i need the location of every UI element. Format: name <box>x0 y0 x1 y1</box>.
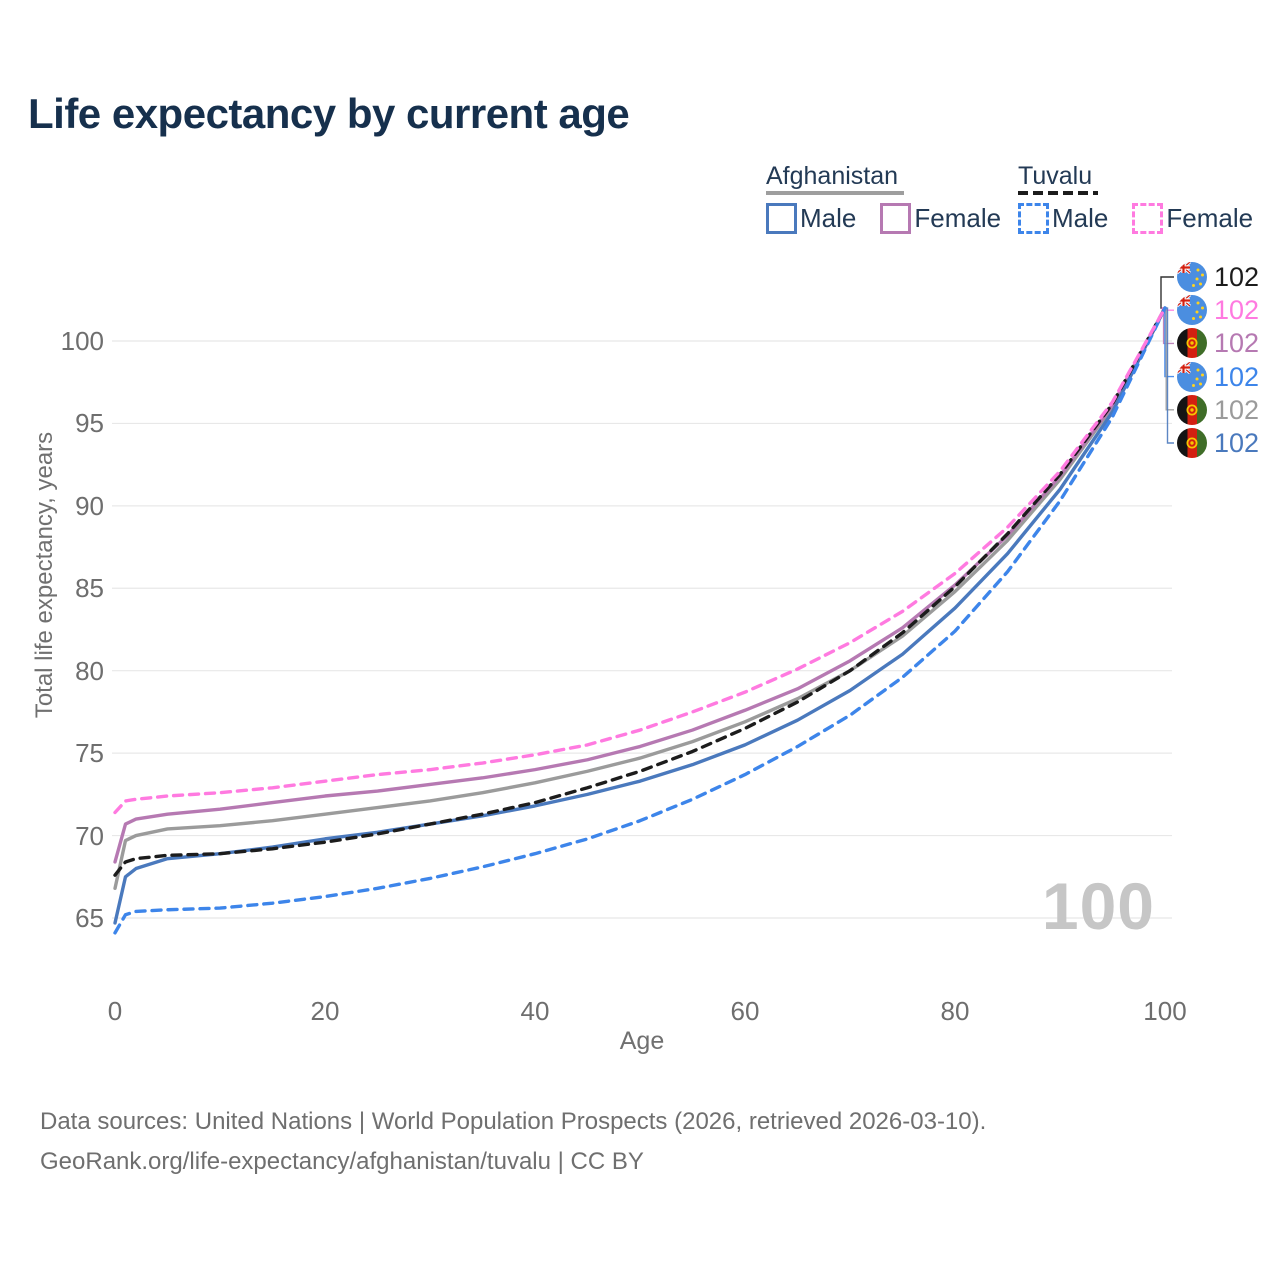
attribution-url-text: GeoRank.org/life-expectancy/afghanistan/… <box>40 1148 644 1175</box>
end-label-value: 102 <box>1214 295 1260 326</box>
legend-item-afghanistan-male[interactable]: Male <box>766 203 856 234</box>
afghanistan-flag-icon <box>1177 394 1207 425</box>
series-line-tuvalu-both-sexes <box>113 306 1167 877</box>
tuvalu-flag-icon <box>1177 361 1207 392</box>
tuvalu-male-swatch-icon <box>1018 203 1049 234</box>
legend-item-label: Male <box>1052 203 1109 233</box>
x-axis-title: Age <box>619 1027 665 1055</box>
age-frame-watermark: 100 <box>1041 869 1155 943</box>
legend-underline-afghanistan <box>766 191 904 195</box>
series-line-tuvalu-female <box>113 306 1167 815</box>
legend-item-tuvalu-female[interactable]: Female <box>1132 203 1253 234</box>
series-line-tuvalu-male <box>113 306 1167 935</box>
end-label-value: 102 <box>1214 428 1260 458</box>
afghanistan-flag-icon <box>1177 328 1207 359</box>
end-label-row: 102 <box>1177 428 1259 458</box>
y-tick-label-85: 85 <box>75 573 104 604</box>
x-tick-label-60: 60 <box>730 996 760 1026</box>
data-sources-text: Data sources: United Nations | World Pop… <box>40 1108 987 1135</box>
x-tick-label-40: 40 <box>520 996 550 1026</box>
legend-item-label: Male <box>800 203 857 233</box>
afghanistan-flag-icon <box>1177 428 1207 458</box>
x-tick-label-20: 20 <box>310 996 340 1026</box>
y-tick-label-95: 95 <box>75 408 104 439</box>
y-tick-label-75: 75 <box>75 738 104 769</box>
line-chart-canvas <box>112 276 1174 935</box>
end-label-row: 102 <box>1177 262 1259 292</box>
end-label-row: 102 <box>1177 328 1260 359</box>
legend-item-label: Female <box>1166 203 1254 233</box>
page-title: Life expectancy by current age <box>28 90 630 137</box>
end-label-row: 102 <box>1177 295 1260 326</box>
y-tick-label-65: 65 <box>75 903 104 933</box>
y-tick-label-70: 70 <box>75 820 104 851</box>
tuvalu-flag-icon <box>1177 262 1207 292</box>
legend-group-tuvalu[interactable]: Tuvalu <box>1018 162 1093 190</box>
series-line-afghanistan-male <box>113 306 1167 925</box>
end-label-value: 102 <box>1214 262 1260 292</box>
legend-group-afghanistan[interactable]: Afghanistan <box>766 162 899 190</box>
end-label-row: 102 <box>1177 361 1260 392</box>
end-label-value: 102 <box>1214 394 1260 425</box>
end-label-row: 102 <box>1177 394 1260 425</box>
tuvalu-flag-icon <box>1177 295 1207 326</box>
tuvalu-female-swatch-icon <box>1132 203 1164 234</box>
legend-item-label: Female <box>914 203 1002 233</box>
end-label-leader-line <box>1165 307 1174 411</box>
y-tick-label-100: 100 <box>60 325 104 356</box>
end-label-value: 102 <box>1214 361 1260 392</box>
legend-underline-tuvalu <box>1018 191 1098 195</box>
legend-item-afghanistan-female[interactable]: Female <box>880 203 1001 234</box>
legend-row-afghanistan: Male Female <box>766 203 1001 234</box>
series-line-afghanistan-both-sexes <box>113 306 1167 891</box>
legend-row-tuvalu: Male Female <box>1018 203 1253 234</box>
x-tick-label-100: 100 <box>1143 996 1187 1026</box>
x-tick-label-80: 80 <box>940 996 970 1026</box>
y-tick-label-80: 80 <box>75 655 104 686</box>
end-label-value: 102 <box>1214 328 1260 359</box>
x-tick-label-0: 0 <box>107 996 123 1026</box>
y-tick-label-90: 90 <box>75 490 104 521</box>
legend-item-tuvalu-male[interactable]: Male <box>1018 203 1108 234</box>
afghanistan-male-swatch-icon <box>766 203 797 234</box>
afghanistan-female-swatch-icon <box>880 203 912 234</box>
series-line-afghanistan-female <box>113 306 1167 864</box>
end-label-leader-line <box>1160 276 1174 309</box>
